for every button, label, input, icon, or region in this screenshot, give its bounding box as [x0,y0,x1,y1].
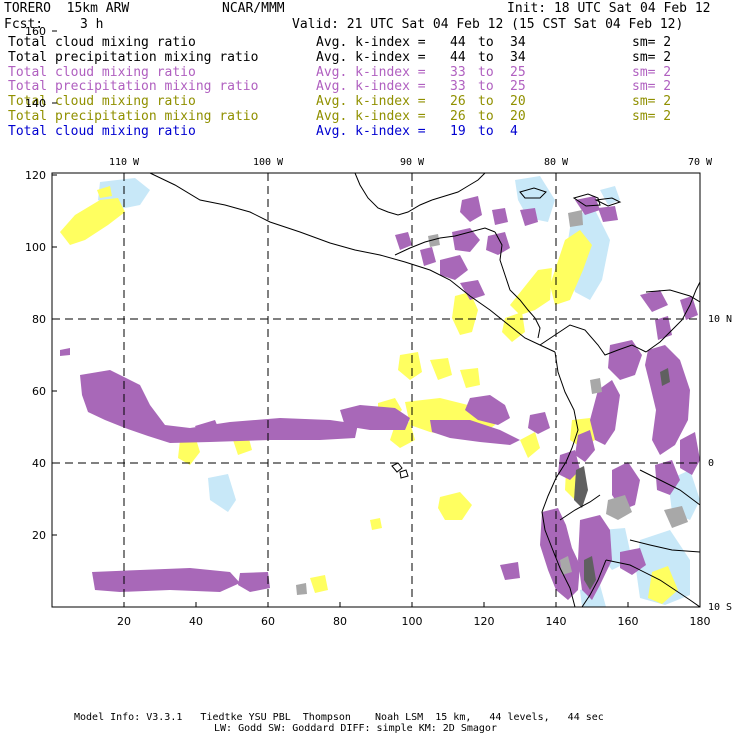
legend-to-word: to [478,35,494,50]
legend-to-word: to [478,79,494,95]
legend-index: Avg. k-index = [316,123,426,139]
y-tick-label: 140 [25,97,46,110]
legend-to-word: to [478,64,494,80]
longitude-label: 100 W [253,157,284,168]
latitude-label: 10 N [708,314,732,325]
cloud-field-darkgray [574,368,670,590]
model-title: TORERO 15km ARW [4,1,130,16]
legend-to-word: to [478,94,494,110]
y-tick-label: 60 [32,385,46,398]
legend-field: Total precipitation mixing ratio [8,79,259,95]
x-tick-label: 160 [618,615,639,628]
y-tick-label: 120 [25,169,46,182]
x-tick-label: 100 [402,615,423,628]
y-tick-label: 20 [32,529,46,542]
cloud-field-purple [60,196,700,600]
legend-from: 44 [450,35,466,50]
y-tick-label: 160 [25,25,46,38]
legend-field: Total precipitation mixing ratio [8,49,259,65]
legend-from: 26 [450,109,466,124]
org-label: NCAR/MMM [222,1,285,16]
legend-from: 33 [450,64,466,80]
x-tick-label: 60 [261,615,275,628]
legend-to-word: to [478,49,494,65]
legend-from: 33 [450,79,466,95]
legend-to: 25 [510,64,526,80]
legend-field: Total cloud mixing ratio [8,94,196,110]
valid-time: Valid: 21 UTC Sat 04 Feb 12 (15 CST Sat … [292,17,684,32]
legend-sm: sm= 2 [632,35,672,50]
y-tick-labels: 20406080100120140160180200220 [25,25,46,542]
latitude-label: 10 S [708,602,732,613]
y-tick-label: 40 [32,457,46,470]
legend-sm: sm= 2 [632,64,672,80]
longitude-label: 110 W [109,157,140,168]
legend-sm: sm= 2 [632,109,672,124]
legend-to-word: to [478,123,494,139]
longitude-labels: 110 W 100 W 90 W 80 W 70 W [109,157,713,168]
legend-field: Total cloud mixing ratio [8,123,196,139]
legend-from: 26 [450,94,466,110]
legend-to: 20 [510,109,526,124]
legend-to: 20 [510,94,526,110]
x-tick-label: 80 [333,615,347,628]
legend-index: Avg. k-index = [316,94,426,110]
x-tick-label: 140 [546,615,567,628]
x-tick-label: 20 [117,615,131,628]
longitude-label: 80 W [544,157,569,168]
legend-to: 25 [510,79,526,95]
legend-field: Total cloud mixing ratio [8,64,196,80]
legend-to-word: to [478,109,494,124]
lat-lon-grid [52,173,700,607]
plot-frame [51,172,701,608]
legend-index: Avg. k-index = [316,64,426,80]
legend-field: Total precipitation mixing ratio [8,109,259,124]
x-tick-label: 180 [690,615,711,628]
legend-to: 4 [510,123,518,139]
model-info-line2: LW: Godd SW: Goddard DIFF: simple KM: 2D… [214,723,497,734]
legend-from: 19 [450,123,466,139]
latitude-labels: 10 N 0 10 S [708,314,732,613]
y-tick-label: 100 [25,241,46,254]
legend-from: 44 [450,49,466,65]
legend-to: 34 [510,49,526,65]
legend-sm: sm= 2 [632,49,672,65]
y-tick-label: 80 [32,313,46,326]
latitude-label: 0 [708,458,714,469]
x-tick-label: 40 [189,615,203,628]
x-tick-label: 120 [474,615,495,628]
legend-sm: sm= 2 [632,94,672,110]
axis-ticks [52,30,701,607]
model-info-line1: Model Info: V3.3.1 Tiedtke YSU PBL Thomp… [74,712,604,723]
x-tick-labels: 2040608010012014016018020022024026028030… [117,615,711,628]
legend-to: 34 [510,35,526,50]
longitude-label: 90 W [400,157,425,168]
legend-index: Avg. k-index = [316,49,426,65]
fcst-value: 3 h [80,17,104,32]
init-time: Init: 18 UTC Sat 04 Feb 12 [507,1,711,16]
longitude-label: 70 W [688,157,713,168]
cloud-field-gray [296,210,688,595]
legend-index: Avg. k-index = [316,79,426,95]
legend-field: Total cloud mixing ratio [8,35,196,50]
legend-index: Avg. k-index = [316,109,426,124]
legend-sm: sm= 2 [632,79,672,95]
fcst-label: Fcst: [4,17,44,32]
legend-index: Avg. k-index = [316,35,426,50]
